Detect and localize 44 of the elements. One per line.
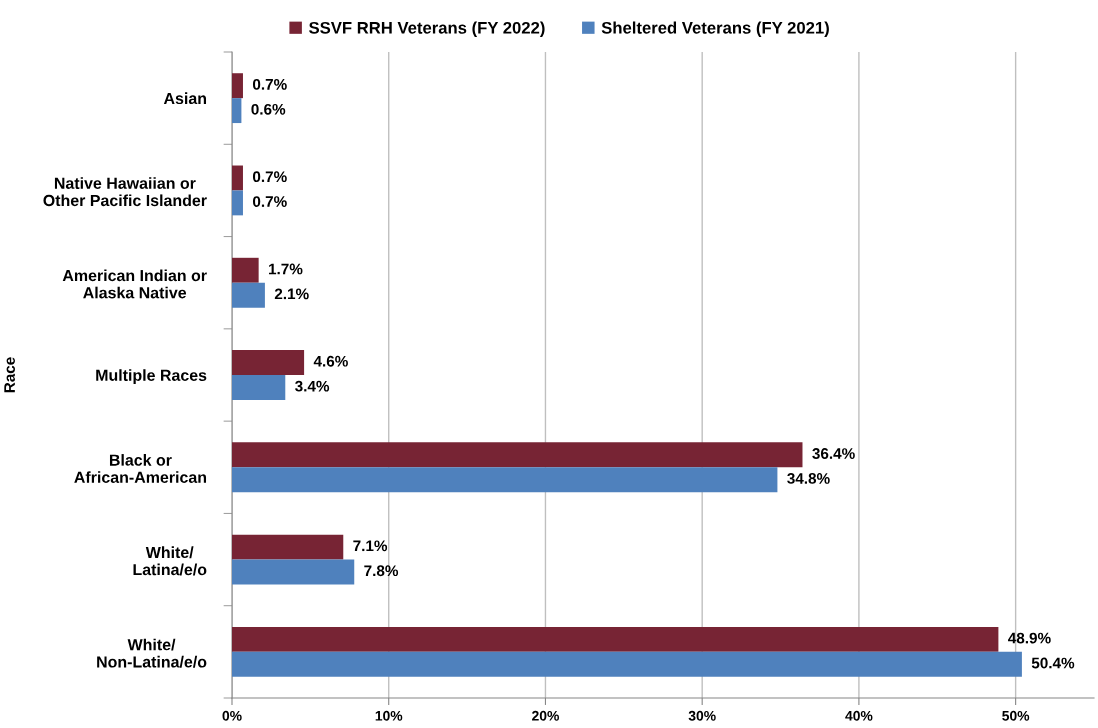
bar [232,442,803,468]
bar [232,165,243,191]
bar [232,257,259,283]
x-tick-label: 10% [375,710,403,721]
data-label: 0.6% [251,103,286,115]
y-tick-label: White/ Non-Latina/e/o [97,638,207,668]
y-tick-label: Black or African-American [74,454,207,483]
data-label: 0.7% [252,171,287,183]
data-label: 34.8% [787,473,830,484]
bar [232,534,344,560]
data-label: 36.4% [812,448,855,459]
bar [232,73,243,99]
bar [232,98,242,124]
y-axis-title: Race [4,357,15,393]
bar [232,190,243,216]
y-tick-label: White/ Latina/e/o [133,546,207,576]
y-tick-label: Asian [163,92,207,105]
x-tick-label: 20% [532,710,559,721]
data-label: 4.6% [313,355,348,367]
data-label: 0.7% [252,78,287,90]
x-tick-label: 50% [1002,710,1030,721]
bar [232,467,778,493]
x-tick-label: 0% [222,710,242,721]
data-label: 2.1% [274,288,309,300]
data-label: 7.8% [364,565,399,577]
x-tick-label: 30% [688,710,716,721]
legend-label: Sheltered Veterans (FY 2021) [601,21,829,37]
legend-label: SSVF RRH Veterans (FY 2022) [309,21,545,37]
y-tick-label: Native Hawaiian or Other Pacific Islander [43,177,207,207]
data-label: 3.4% [295,380,330,392]
y-tick-label: American Indian or Alaska Native [62,269,207,299]
bar [232,375,286,400]
data-label: 50.4% [1031,657,1075,669]
data-label: 7.1% [353,540,388,552]
data-label: 0.7% [252,196,287,207]
x-tick-label: 40% [845,710,873,721]
data-label: 1.7% [269,263,303,275]
bar [232,350,305,375]
bar [232,626,999,652]
bar [232,559,355,585]
bar [232,651,1022,677]
data-label: 48.9% [1008,632,1051,644]
y-tick-label: Multiple Races [96,369,207,385]
bar [232,282,265,308]
